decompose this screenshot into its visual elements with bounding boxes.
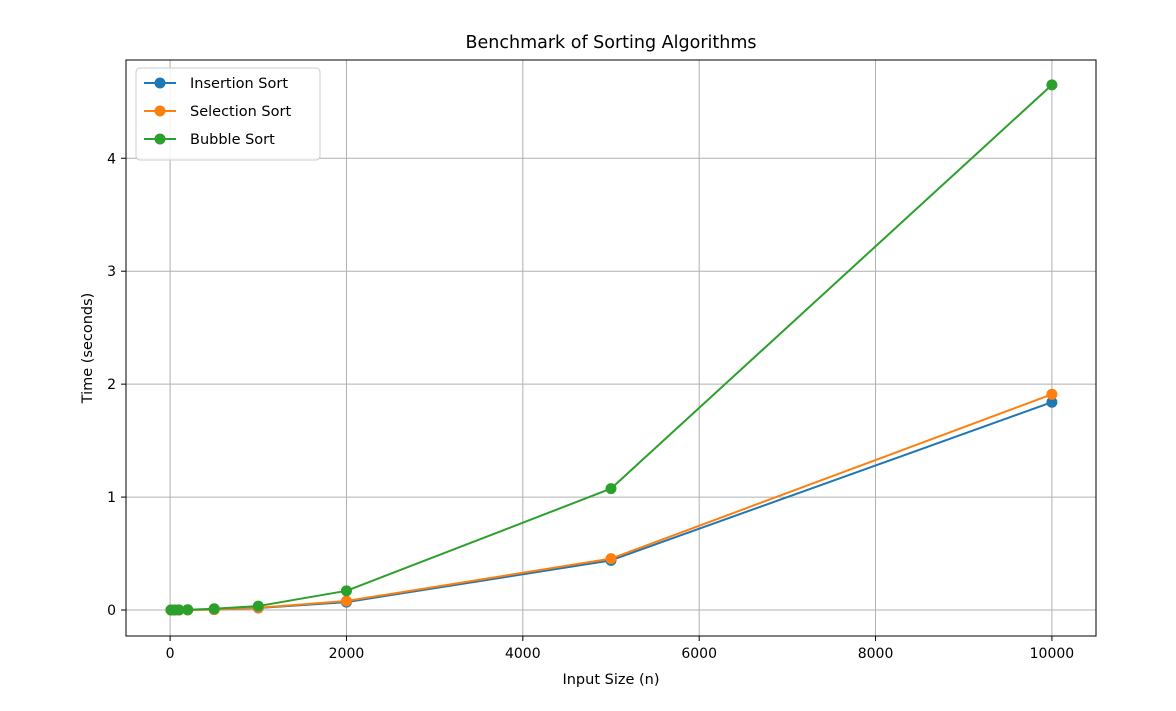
y-tick-label: 1 (107, 490, 116, 506)
legend-marker-bubble-sort (154, 133, 166, 145)
x-tick-label: 4000 (505, 646, 541, 662)
chart-title: Benchmark of Sorting Algorithms (466, 33, 757, 53)
data-point-bubble-sort (340, 585, 352, 597)
x-tick-label: 0 (166, 646, 175, 662)
series-layer (165, 79, 1058, 616)
plot-frame (125, 59, 1097, 637)
data-point-bubble-sort (1046, 79, 1058, 91)
series-line-selection-sort (170, 393, 1053, 612)
series-line-insertion-sort (170, 401, 1053, 612)
data-point-selection-sort (1046, 388, 1058, 400)
y-axis-label: Time (seconds) (80, 293, 96, 405)
y-tick-label: 4 (107, 151, 116, 167)
legend-box (135, 67, 321, 161)
legend-marker-insertion-sort (154, 77, 166, 89)
axis-ticks: 0 2000 4000 6000 8000 10000 0 1 2 3 4 (107, 151, 1074, 662)
legend-label-insertion-sort: Insertion Sort (190, 76, 288, 92)
data-point-selection-sort (340, 595, 352, 607)
legend-label-bubble-sort: Bubble Sort (190, 132, 275, 148)
series-line-bubble-sort (170, 84, 1053, 612)
data-point-insertion-sort (1046, 396, 1058, 408)
data-point-selection-sort (605, 553, 617, 565)
data-point-bubble-sort (605, 483, 617, 495)
x-tick-label: 6000 (681, 646, 717, 662)
y-tick-label: 0 (107, 603, 116, 619)
data-point-bubble-sort (208, 603, 220, 615)
data-point-bubble-sort (182, 604, 194, 616)
y-tick-label: 2 (107, 377, 116, 393)
legend: Insertion Sort Selection Sort Bubble Sort (135, 67, 321, 161)
data-point-bubble-sort (173, 604, 185, 616)
x-tick-label: 8000 (858, 646, 894, 662)
x-tick-label: 2000 (329, 646, 365, 662)
x-tick-label: 10000 (1030, 646, 1075, 662)
x-axis-label: Input Size (n) (562, 672, 659, 688)
legend-label-selection-sort: Selection Sort (190, 104, 291, 120)
y-tick-label: 3 (107, 264, 116, 280)
legend-marker-selection-sort (154, 105, 166, 117)
data-point-bubble-sort (252, 600, 264, 612)
